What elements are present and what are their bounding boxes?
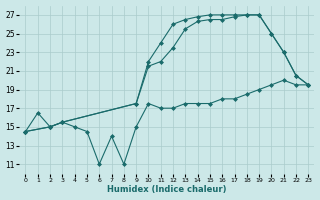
X-axis label: Humidex (Indice chaleur): Humidex (Indice chaleur) <box>107 185 227 194</box>
